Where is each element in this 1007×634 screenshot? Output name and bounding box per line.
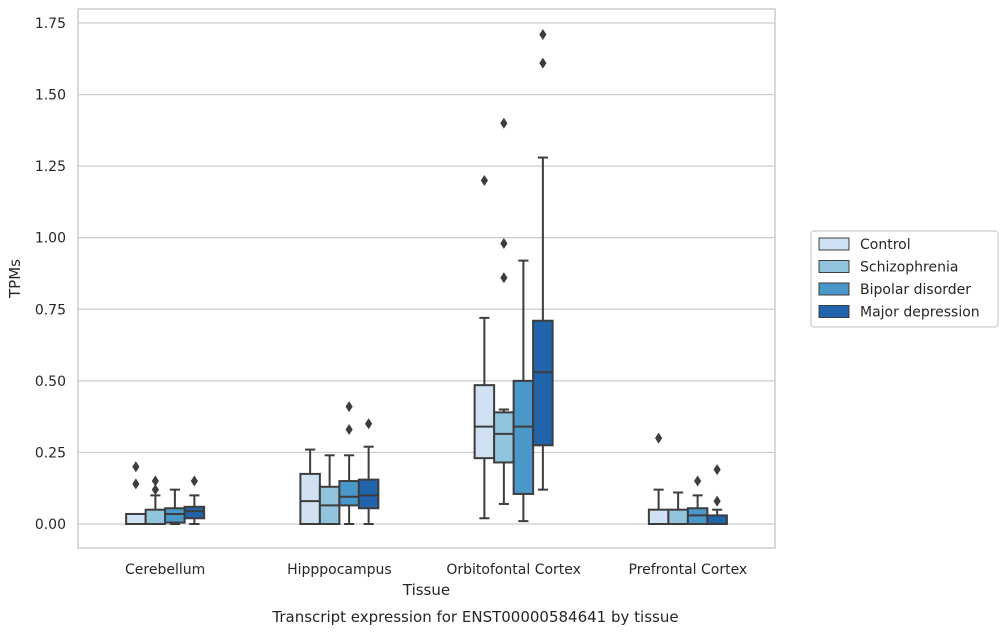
box-group-hipppocampus [299, 401, 380, 526]
box-iqr [706, 514, 728, 526]
y-tick-label: 0.25 [35, 445, 66, 461]
box-iqr [125, 512, 147, 525]
legend-swatch [818, 237, 850, 251]
box-major-depression [357, 418, 380, 525]
y-axis-title: TPMs [6, 259, 24, 299]
box-iqr [338, 480, 360, 507]
plot-area-frame [77, 8, 776, 549]
outlier-point [345, 401, 353, 413]
outlier-point [694, 475, 702, 487]
box-iqr [667, 508, 689, 525]
outlier-point [539, 28, 547, 40]
legend: Control Schizophrenia Bipolar disorder Majo… [810, 230, 999, 328]
box-iqr [299, 472, 321, 525]
outlier-point [345, 424, 353, 436]
box-group-prefrontal-cortex [647, 432, 728, 526]
outlier-point [190, 475, 198, 487]
box-iqr [144, 508, 167, 525]
outlier-point [151, 475, 159, 487]
y-tick-label: 0.00 [35, 517, 66, 533]
outlier-point [500, 117, 508, 129]
outlier-point [539, 57, 547, 69]
box-iqr [512, 379, 535, 495]
box-bipolar-disorder [164, 488, 186, 525]
outlier-point [655, 432, 663, 444]
x-tick-label: Orbitofontal Cortex [446, 562, 581, 578]
box-bipolar-disorder [338, 401, 360, 525]
box-iqr [532, 319, 554, 447]
y-tick-label: 1.25 [35, 159, 66, 175]
box-iqr [647, 508, 670, 525]
x-axis-ticks: Cerebellum Hipppocampus Orbitofontal Corte… [125, 562, 747, 578]
y-tick-label: 0.50 [35, 374, 66, 390]
box-iqr [183, 505, 206, 520]
box-major-depression [183, 475, 206, 525]
legend-label: Schizophrenia [860, 260, 958, 276]
box-iqr [493, 411, 515, 464]
box-groups [125, 28, 728, 526]
box-schizophrenia [144, 475, 167, 525]
outlier-point [713, 464, 721, 476]
y-tick-label: 0.75 [35, 302, 66, 318]
outlier-point [480, 174, 488, 186]
x-tick-label: Cerebellum [125, 562, 205, 578]
legend-swatch [818, 282, 850, 296]
legend-swatch [818, 305, 850, 318]
box-control [125, 461, 147, 525]
legend-frame [810, 230, 999, 328]
x-tick-label: Hipppocampus [287, 562, 392, 578]
chart-caption: Transcript expression for ENST0000058464… [271, 608, 678, 626]
box-group-orbitofontal-cortex [473, 28, 554, 523]
y-tick-label: 1.00 [35, 231, 66, 247]
outlier-point [500, 237, 508, 249]
box-major-depression [532, 28, 554, 491]
box-iqr [473, 384, 496, 460]
outlier-point [151, 484, 159, 496]
box-bipolar-disorder [686, 475, 709, 525]
legend-label: Control [860, 237, 911, 253]
outlier-point [500, 272, 508, 284]
x-axis-title: Tissue [402, 581, 450, 599]
box-group-cerebellum [125, 461, 206, 525]
legend-swatch [818, 260, 850, 273]
y-tick-label: 1.50 [35, 88, 66, 104]
outlier-point [132, 478, 140, 490]
outlier-point [713, 495, 721, 507]
box-schizophrenia [318, 454, 341, 526]
box-iqr [164, 507, 186, 524]
x-tick-label: Prefrontal Cortex [629, 562, 748, 578]
legend-label: Bipolar disorder [860, 282, 971, 298]
box-iqr [357, 478, 380, 510]
legend-label: Major depression [860, 305, 980, 321]
y-tick-label: 1.75 [35, 16, 66, 32]
box-major-depression [706, 464, 728, 526]
outlier-point [132, 461, 140, 473]
outlier-point [365, 418, 373, 430]
y-axis-ticks: 0.00 0.25 0.50 0.75 1.00 1.25 1.50 1.75 [35, 16, 66, 533]
